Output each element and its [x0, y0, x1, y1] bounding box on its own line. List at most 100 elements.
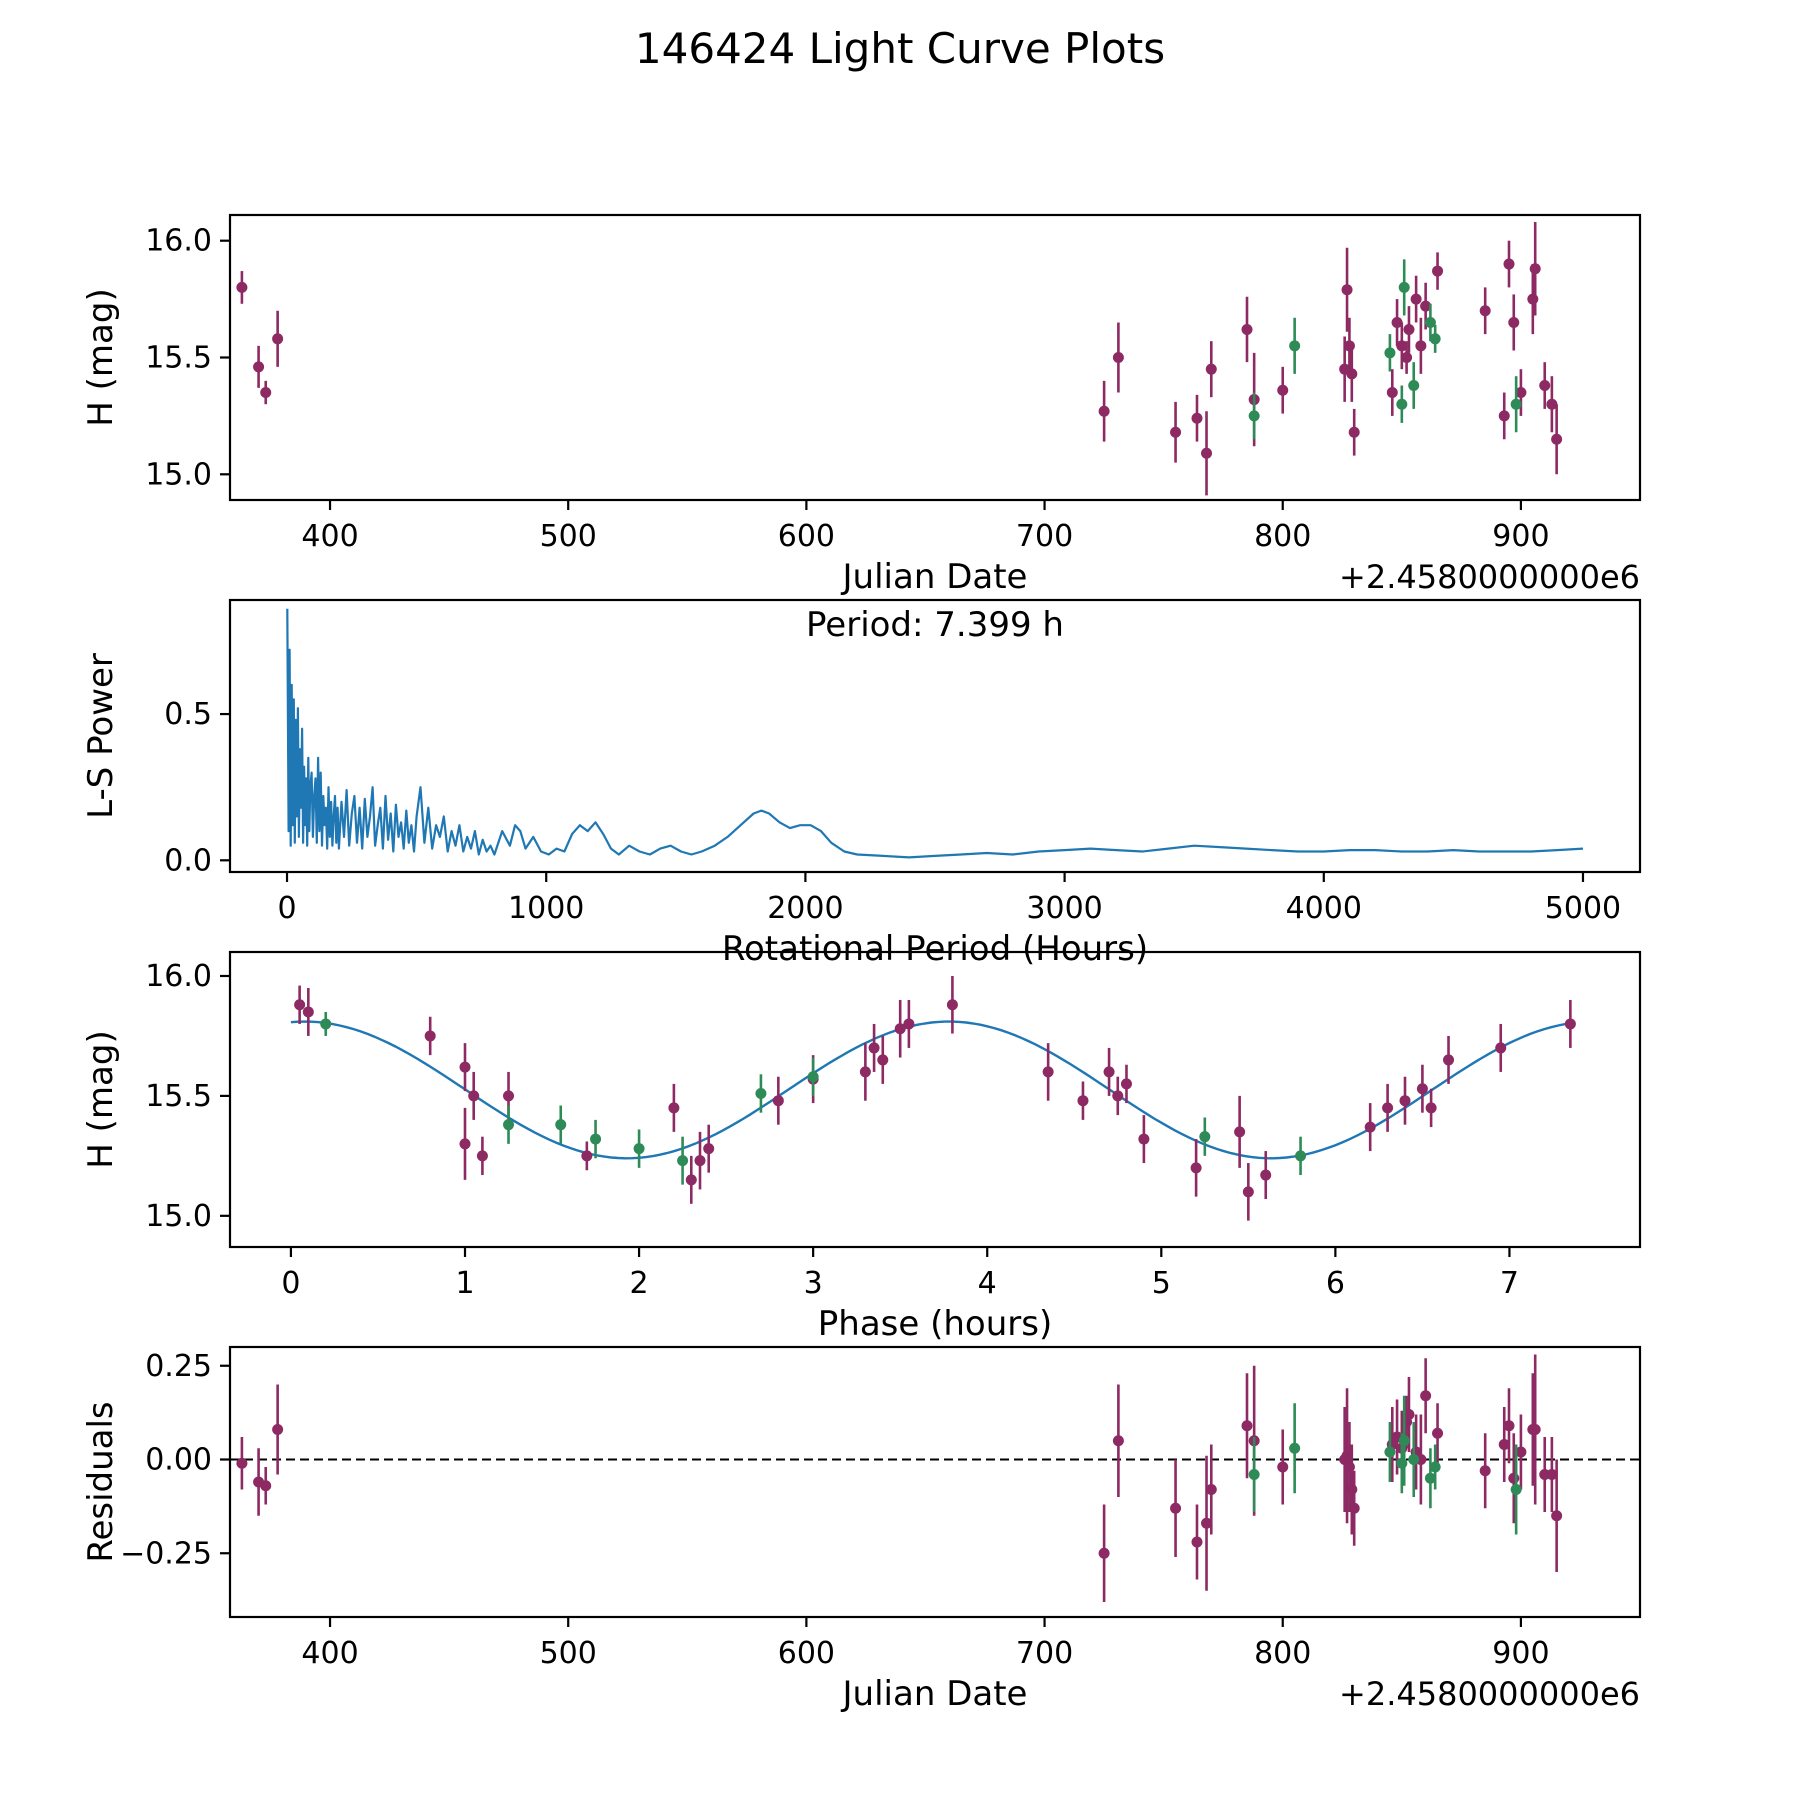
data-point [581, 1150, 593, 1162]
data-point [1341, 284, 1353, 296]
data-point [703, 1143, 715, 1155]
data-point [1277, 1461, 1289, 1473]
data-point [1546, 1469, 1558, 1480]
data-point [1260, 1169, 1272, 1181]
data-point [1191, 412, 1203, 424]
x-tick-label: 5000 [1545, 891, 1621, 926]
data-point [1346, 368, 1358, 380]
y-tick-label: 15.5 [145, 341, 212, 376]
data-point [1191, 1536, 1203, 1548]
data-point [272, 333, 284, 345]
y-tick-label: 0.25 [145, 1349, 212, 1384]
data-point [1384, 347, 1396, 359]
x-tick-label: 4 [978, 1266, 997, 1301]
data-point [253, 361, 265, 373]
data-point [1498, 1439, 1510, 1450]
axes-frame [228, 213, 1642, 502]
x-offset-text: +2.4580000000e6 [1339, 1675, 1640, 1713]
data-point [1403, 1409, 1415, 1420]
data-point [1348, 1502, 1360, 1514]
x-tick-label: 700 [1016, 1636, 1073, 1671]
axes-frame [228, 598, 1642, 874]
data-point [772, 1095, 784, 1107]
x-tick-label: 5 [1152, 1266, 1171, 1301]
data-point [1384, 1446, 1396, 1458]
data-point [1289, 1442, 1301, 1454]
data-point [633, 1143, 645, 1155]
x-tick-label: 2 [630, 1266, 649, 1301]
chart-periodogram: 0 1000 2000 3000 4000 5000 0.0 0.5 Rotational Pe… [81, 598, 1642, 969]
data-point [1498, 410, 1510, 422]
data-point [1443, 1054, 1455, 1066]
data-point [668, 1102, 680, 1114]
data-point [1551, 1510, 1563, 1522]
data-point [1503, 258, 1515, 270]
data-point [1515, 1446, 1527, 1458]
chart-residuals-jd: 400 500 600 700 800 900 −0.25 0.00 0.25 Julian Da… [81, 1345, 1642, 1714]
y-tick-label: 15.5 [145, 1079, 212, 1114]
y-axis-label: L-S Power [81, 653, 121, 819]
y-axis-label: Residuals [81, 1401, 121, 1562]
x-axis-label: Julian Date [841, 557, 1028, 597]
data-point [1403, 323, 1415, 335]
x-offset-text: +2.4580000000e6 [1339, 558, 1640, 596]
x-tick-label: 800 [1254, 1636, 1311, 1671]
data-point [1429, 333, 1441, 345]
x-tick-label: 800 [1254, 519, 1311, 554]
data-point [903, 1018, 915, 1030]
y-tick-label: 15.0 [145, 457, 212, 492]
data-point [1495, 1042, 1507, 1054]
y-tick-label: 0.0 [164, 843, 212, 878]
data-point [1190, 1162, 1202, 1174]
data-point [260, 387, 272, 399]
x-tick-label: 0 [277, 891, 296, 926]
data-point [1364, 1121, 1376, 1133]
data-point [1429, 1461, 1441, 1473]
data-point [1343, 340, 1355, 352]
data-point [1564, 1018, 1576, 1030]
x-tick-label: 400 [301, 1636, 358, 1671]
x-tick-label: 500 [540, 1636, 597, 1671]
data-point [1399, 1095, 1411, 1107]
data-point [1396, 398, 1408, 410]
data-point [1248, 1469, 1260, 1480]
sinusoid-fit-line [290, 1020, 1573, 1160]
data-point [294, 999, 306, 1011]
chart-lightcurve-jd: 400 500 600 700 800 900 15.0 15.5 16.0 Julian Dat… [81, 213, 1642, 597]
data-point [807, 1071, 819, 1083]
data-point [1170, 1502, 1182, 1514]
data-point [1410, 293, 1422, 305]
y-axis-label: H (mag) [81, 288, 121, 426]
x-tick-label: 700 [1016, 519, 1073, 554]
y-tick-label: 16.0 [145, 959, 212, 994]
x-tick-label: 600 [778, 1636, 835, 1671]
data-point [1420, 1390, 1432, 1402]
data-point [476, 1150, 488, 1162]
data-point [1098, 1547, 1110, 1559]
data-point [1386, 387, 1398, 399]
y-tick-label: 0.00 [145, 1443, 212, 1478]
data-point [459, 1138, 471, 1150]
data-point [1396, 1457, 1408, 1469]
data-point [1529, 1424, 1541, 1435]
data-point [1103, 1066, 1115, 1078]
x-axis-label: Phase (hours) [818, 1304, 1052, 1344]
x-tick-label: 4000 [1286, 891, 1362, 926]
x-tick-label: 3000 [1026, 891, 1102, 926]
data-point [1042, 1066, 1054, 1078]
data-point [1424, 1472, 1436, 1484]
data-point [1432, 265, 1444, 277]
data-point [236, 1457, 248, 1469]
axes-frame [228, 950, 1642, 1249]
figure-title: 146424 Light Curve Plots [634, 24, 1166, 73]
data-point [946, 999, 958, 1011]
data-point [1348, 426, 1360, 438]
data-point [272, 1424, 284, 1435]
data-point [1112, 1435, 1124, 1447]
data-point [1391, 316, 1403, 328]
data-point [1551, 433, 1563, 445]
data-point [1415, 340, 1427, 352]
y-tick-label: 15.0 [145, 1199, 212, 1234]
data-point [1138, 1133, 1150, 1145]
